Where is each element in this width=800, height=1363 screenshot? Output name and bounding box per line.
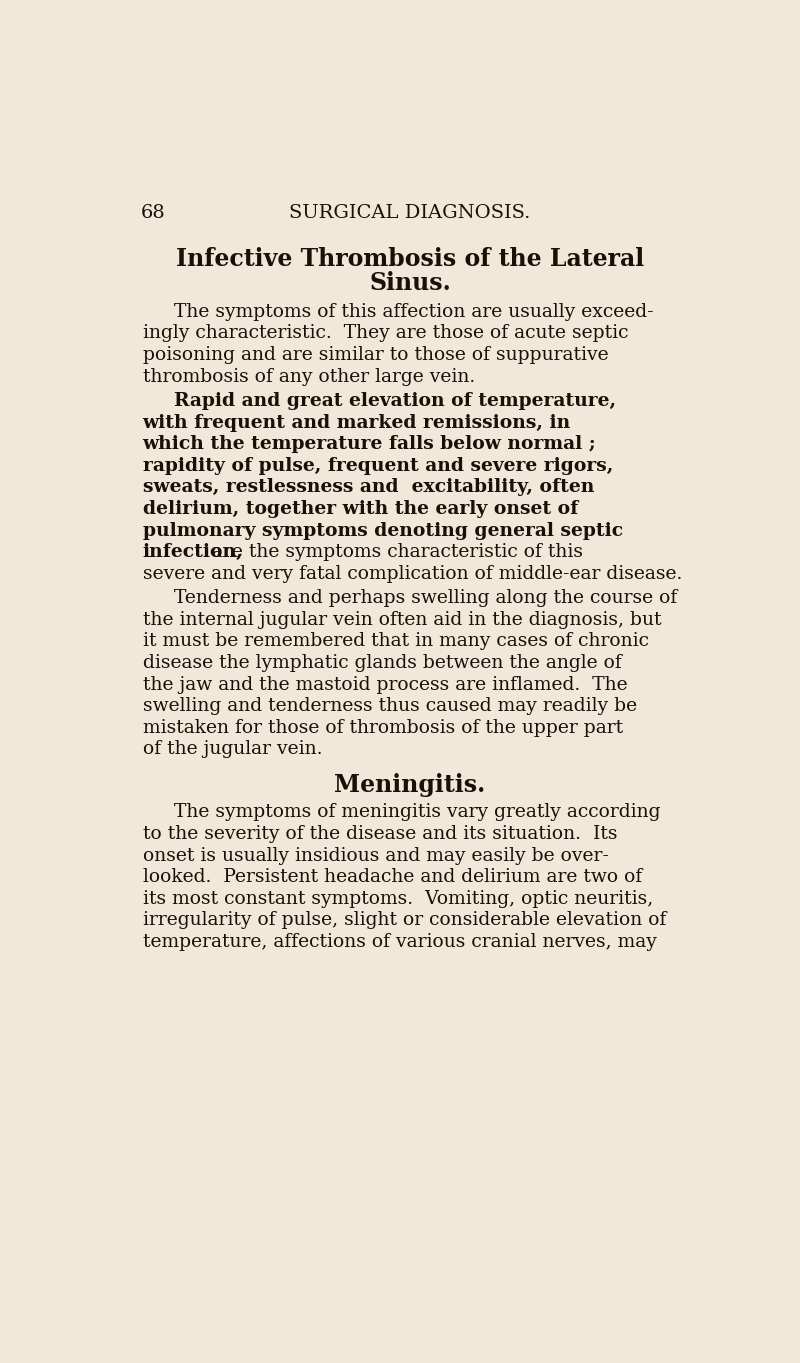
Text: The symptoms of this affection are usually exceed-: The symptoms of this affection are usual… — [174, 303, 654, 320]
Text: 68: 68 — [140, 204, 165, 222]
Text: it must be remembered that in many cases of chronic: it must be remembered that in many cases… — [142, 632, 649, 650]
Text: swelling and tenderness thus caused may readily be: swelling and tenderness thus caused may … — [142, 696, 637, 716]
Text: ingly characteristic.  They are those of acute septic: ingly characteristic. They are those of … — [142, 324, 628, 342]
Text: severe and very fatal complication of middle-ear disease.: severe and very fatal complication of mi… — [142, 564, 682, 583]
Text: are the symptoms characteristic of this: are the symptoms characteristic of this — [206, 544, 583, 562]
Text: which the temperature falls below normal ;: which the temperature falls below normal… — [142, 435, 596, 454]
Text: disease the lymphatic glands between the angle of: disease the lymphatic glands between the… — [142, 654, 622, 672]
Text: poisoning and are similar to those of suppurative: poisoning and are similar to those of su… — [142, 346, 608, 364]
Text: Infective Thrombosis of the Lateral: Infective Thrombosis of the Lateral — [176, 247, 644, 271]
Text: thrombosis of any other large vein.: thrombosis of any other large vein. — [142, 368, 475, 386]
Text: onset is usually insidious and may easily be over-: onset is usually insidious and may easil… — [142, 846, 609, 864]
Text: pulmonary symptoms denoting general septic: pulmonary symptoms denoting general sept… — [142, 522, 622, 540]
Text: irregularity of pulse, slight or considerable elevation of: irregularity of pulse, slight or conside… — [142, 912, 666, 930]
Text: Sinus.: Sinus. — [369, 271, 451, 296]
Text: infection,: infection, — [142, 544, 243, 562]
Text: to the severity of the disease and its situation.  Its: to the severity of the disease and its s… — [142, 825, 617, 842]
Text: Meningitis.: Meningitis. — [334, 773, 486, 796]
Text: SURGICAL DIAGNOSIS.: SURGICAL DIAGNOSIS. — [290, 204, 530, 222]
Text: temperature, affections of various cranial nerves, may: temperature, affections of various crani… — [142, 932, 657, 951]
Text: delirium, together with the early onset of: delirium, together with the early onset … — [142, 500, 578, 518]
Text: rapidity of pulse, frequent and severe rigors,: rapidity of pulse, frequent and severe r… — [142, 457, 613, 474]
Text: the internal jugular vein often aid in the diagnosis, but: the internal jugular vein often aid in t… — [142, 611, 661, 628]
Text: the jaw and the mastoid process are inflamed.  The: the jaw and the mastoid process are infl… — [142, 676, 627, 694]
Text: looked.  Persistent headache and delirium are two of: looked. Persistent headache and delirium… — [142, 868, 642, 886]
Text: sweats, restlessness and  excitability, often: sweats, restlessness and excitability, o… — [142, 478, 594, 496]
Text: its most constant symptoms.  Vomiting, optic neuritis,: its most constant symptoms. Vomiting, op… — [142, 890, 653, 908]
Text: with frequent and marked remissions, in: with frequent and marked remissions, in — [142, 414, 571, 432]
Text: The symptoms of meningitis vary greatly according: The symptoms of meningitis vary greatly … — [174, 803, 660, 822]
Text: of the jugular vein.: of the jugular vein. — [142, 740, 322, 758]
Text: Tenderness and perhaps swelling along the course of: Tenderness and perhaps swelling along th… — [174, 589, 677, 608]
Text: Rapid and great elevation of temperature,: Rapid and great elevation of temperature… — [174, 393, 616, 410]
Text: mistaken for those of thrombosis of the upper part: mistaken for those of thrombosis of the … — [142, 718, 622, 737]
